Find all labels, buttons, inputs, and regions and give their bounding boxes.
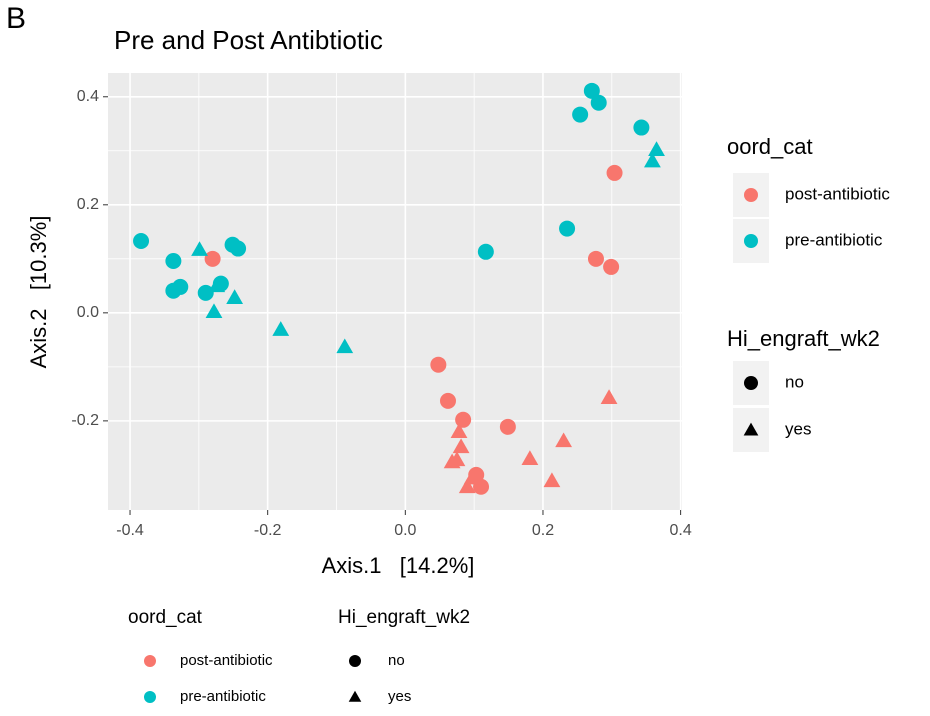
- chart-title: Pre and Post Antibtiotic: [114, 25, 383, 55]
- point: [633, 119, 650, 136]
- point: [543, 472, 561, 488]
- point: [336, 338, 354, 354]
- point: [226, 289, 244, 305]
- x-tick-label: 0.4: [669, 522, 691, 539]
- y-tick-label: 0.2: [77, 196, 99, 213]
- y-axis-title: Axis.2 [10.3%]: [26, 216, 51, 369]
- legend-title: oord_cat: [727, 134, 813, 159]
- y-tick-label: 0.4: [77, 88, 99, 105]
- y-tick-label: 0.0: [77, 304, 99, 321]
- x-tick-label: 0.2: [532, 522, 554, 539]
- x-axis-title: Axis.1 [14.2%]: [322, 553, 475, 578]
- legend-marker: [743, 422, 759, 436]
- point: [165, 252, 182, 269]
- legend-label: yes: [388, 688, 411, 705]
- point: [555, 432, 573, 448]
- legend-label: post-antibiotic: [180, 652, 273, 669]
- point: [648, 141, 665, 157]
- point: [463, 469, 481, 485]
- point: [205, 303, 223, 319]
- legend-label: no: [785, 372, 804, 391]
- point: [606, 164, 623, 181]
- point: [477, 243, 494, 260]
- point: [450, 423, 468, 438]
- point: [208, 277, 226, 293]
- point: [603, 258, 620, 275]
- point: [230, 240, 247, 257]
- point: [430, 356, 447, 373]
- x-tick-label: -0.4: [116, 522, 144, 539]
- point: [452, 438, 470, 454]
- point: [559, 220, 576, 237]
- point: [191, 241, 208, 256]
- x-tick-label: 0.0: [394, 522, 416, 539]
- point: [133, 232, 150, 249]
- legend-marker: [144, 655, 156, 667]
- point: [499, 418, 516, 435]
- legend-label: pre-antibiotic: [785, 230, 883, 249]
- point: [521, 450, 539, 465]
- point: [590, 94, 607, 111]
- legend-marker: [744, 188, 758, 202]
- point: [172, 278, 189, 295]
- legend-label: yes: [785, 419, 811, 438]
- legend-title: Hi_engraft_wk2: [727, 326, 880, 351]
- point: [572, 106, 589, 123]
- x-tick-label: -0.2: [254, 522, 282, 539]
- point: [587, 250, 604, 267]
- point: [644, 152, 661, 168]
- point: [204, 250, 221, 267]
- legend-marker: [348, 690, 362, 702]
- point: [439, 392, 456, 409]
- legend-marker: [744, 234, 758, 248]
- legend-label: pre-antibiotic: [180, 688, 266, 705]
- legend-marker: [349, 655, 361, 667]
- legend-marker: [744, 376, 758, 390]
- legend-marker: [144, 691, 156, 703]
- legend-label: no: [388, 652, 405, 669]
- panel-label: B: [6, 2, 26, 35]
- legend-title: Hi_engraft_wk2: [338, 607, 470, 628]
- point: [583, 82, 600, 99]
- legend-label: post-antibiotic: [785, 184, 890, 203]
- y-tick-label: -0.2: [71, 412, 99, 429]
- plot-panel: [108, 73, 682, 510]
- point: [272, 321, 290, 336]
- point: [600, 389, 618, 404]
- legend-title: oord_cat: [128, 607, 203, 628]
- point: [197, 284, 214, 301]
- point: [458, 478, 476, 494]
- point: [443, 453, 461, 469]
- point: [455, 411, 472, 428]
